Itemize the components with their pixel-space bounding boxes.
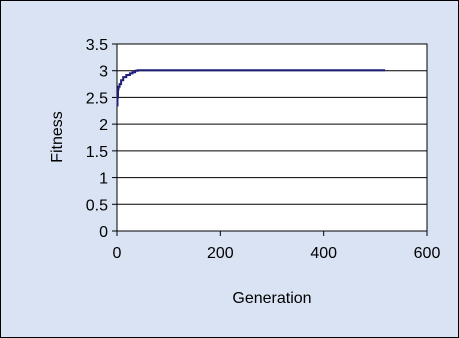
x-axis-ticks: 0 200 400 600 — [113, 231, 441, 262]
x-tick-label: 400 — [310, 245, 337, 262]
y-axis-ticks: 0 0.5 1 1.5 2 2.5 3 3.5 — [86, 37, 117, 241]
y-tick-label: 0 — [99, 224, 108, 241]
y-axis-title: Fitness — [49, 111, 66, 163]
y-tick-label: 1 — [99, 171, 108, 188]
y-tick-label: 2.5 — [86, 90, 108, 107]
fitness-series-line — [116, 69, 386, 107]
y-tick-label: 1.5 — [86, 144, 108, 161]
y-tick-label: 3 — [99, 64, 108, 81]
x-tick-label: 0 — [113, 245, 122, 262]
plot-area — [116, 43, 428, 232]
x-axis-title: Generation — [232, 290, 311, 307]
y-tick-label: 0.5 — [86, 197, 108, 214]
x-tick-label: 200 — [207, 245, 234, 262]
y-tick-label: 3.5 — [86, 37, 108, 54]
x-tick-label: 600 — [414, 245, 441, 262]
y-tick-label: 2 — [99, 117, 108, 134]
